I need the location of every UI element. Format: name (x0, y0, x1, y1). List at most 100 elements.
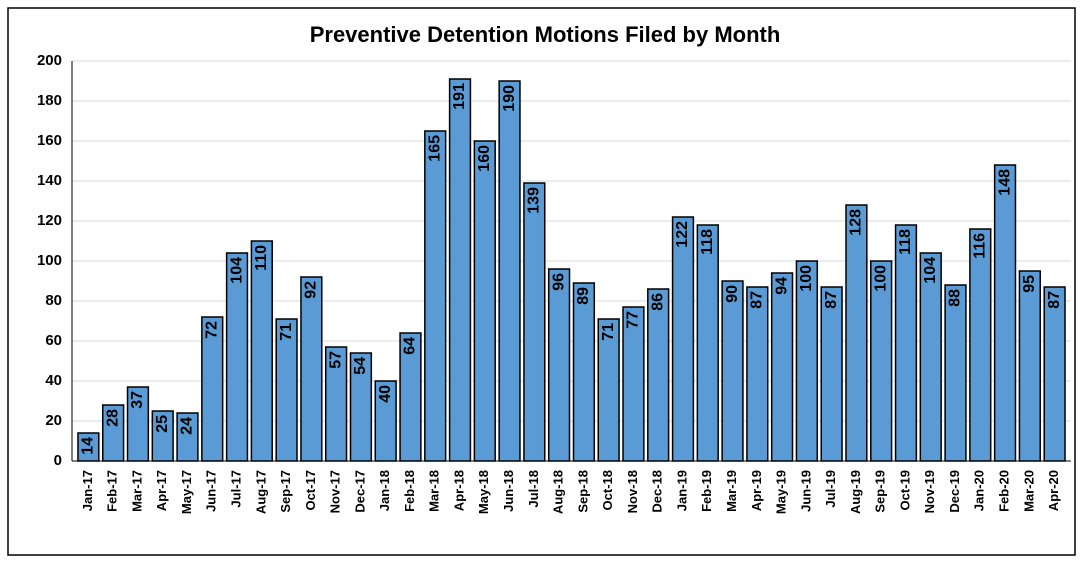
x-tick-label: Mar-20 (1021, 470, 1036, 512)
value-label: 165 (426, 135, 443, 162)
value-label: 100 (872, 265, 889, 292)
x-tick-label: Jan-19 (674, 470, 689, 511)
value-label: 191 (451, 83, 468, 110)
bar (424, 130, 447, 462)
bar (770, 272, 794, 462)
value-label: 24 (179, 417, 196, 435)
x-tick-label: Nov-17 (328, 470, 343, 513)
x-tick-label: May-18 (476, 470, 491, 514)
bar (820, 286, 843, 462)
value-label: 28 (104, 409, 121, 427)
value-label: 92 (303, 281, 320, 299)
value-label: 100 (798, 265, 815, 292)
value-label: 54 (352, 357, 369, 375)
y-tick-label: 100 (37, 252, 62, 269)
y-tick-label: 140 (37, 172, 62, 189)
x-tick-label: Jun-18 (501, 470, 516, 512)
bar (721, 280, 744, 462)
value-label: 104 (228, 257, 245, 284)
value-label: 71 (600, 323, 617, 341)
value-label: 64 (402, 337, 419, 355)
x-tick-label: Mar-17 (129, 470, 144, 512)
x-tick-label: Jan-18 (377, 470, 392, 511)
value-label: 87 (749, 291, 766, 309)
bar (498, 80, 521, 462)
x-tick-label: Oct-17 (303, 470, 318, 510)
y-tick-label: 80 (45, 292, 62, 309)
x-tick-label: Jan-20 (972, 470, 987, 511)
bar (671, 216, 695, 462)
x-tick-label: Sep-17 (278, 470, 293, 513)
chart-title: Preventive Detention Motions Filed by Mo… (310, 22, 781, 47)
x-tick-label: Dec-17 (352, 470, 367, 513)
value-label: 95 (1021, 275, 1038, 293)
value-label: 160 (476, 145, 493, 172)
bar (969, 228, 992, 462)
bar (746, 286, 769, 462)
x-tick-label: Jul-17 (228, 470, 243, 508)
x-tick-label: Dec-19 (947, 470, 962, 513)
x-tick-label: Feb-18 (402, 470, 417, 512)
x-tick-label: Sep-19 (873, 470, 888, 513)
x-tick-label: Feb-19 (699, 470, 714, 512)
x-tick-label: Mar-19 (724, 470, 739, 512)
value-label: 110 (253, 245, 270, 271)
x-tick-label: Aug-17 (253, 470, 268, 514)
x-tick-label: Jun-19 (798, 470, 813, 512)
value-label: 40 (377, 385, 394, 403)
x-tick-label: Feb-17 (105, 470, 120, 512)
x-tick-label: Feb-20 (997, 470, 1012, 512)
x-tick-label: Dec-18 (650, 470, 665, 513)
value-label: 148 (996, 169, 1013, 196)
value-label: 88 (947, 289, 964, 307)
value-label: 118 (897, 229, 914, 255)
x-tick-label: Apr-20 (1046, 470, 1061, 511)
x-tick-label: Jan-17 (80, 470, 95, 511)
x-tick-label: Jul-18 (526, 470, 541, 508)
x-tick-label: Nov-18 (625, 470, 640, 513)
value-label: 139 (526, 187, 543, 214)
value-label: 86 (649, 293, 666, 311)
bar (894, 224, 918, 462)
value-label: 118 (699, 229, 716, 255)
bar (1043, 286, 1066, 462)
x-tick-label: May-19 (774, 470, 789, 514)
bar (1018, 270, 1041, 462)
y-tick-label: 60 (45, 332, 62, 349)
x-tick-label: May-17 (179, 470, 194, 514)
value-label: 89 (575, 287, 592, 305)
bar (547, 268, 571, 462)
x-tick-label: Apr-19 (749, 470, 764, 511)
value-label: 72 (203, 321, 220, 339)
x-tick-label: Oct-19 (897, 470, 912, 510)
x-tick-label: Nov-19 (922, 470, 937, 513)
bar (944, 284, 967, 462)
x-tick-label: Aug-18 (551, 470, 566, 514)
value-label: 128 (848, 209, 865, 236)
y-tick-label: 120 (37, 212, 62, 229)
bar (448, 78, 472, 462)
value-label: 25 (154, 415, 171, 433)
value-label: 94 (773, 277, 790, 295)
value-label: 122 (674, 221, 691, 248)
bar (300, 276, 323, 462)
x-tick-label: Jun-17 (204, 470, 219, 512)
value-label: 104 (922, 257, 939, 284)
bar (993, 164, 1017, 462)
value-label: 71 (278, 323, 295, 341)
value-label: 96 (550, 273, 567, 291)
bar (622, 306, 645, 462)
x-tick-label: Oct-18 (600, 470, 615, 510)
bar (473, 140, 496, 462)
value-label: 90 (724, 285, 741, 303)
y-tick-label: 20 (45, 412, 62, 429)
y-tick-label: 40 (45, 372, 62, 389)
value-label: 116 (972, 233, 989, 259)
y-tick-label: 160 (37, 132, 62, 149)
value-label: 190 (501, 85, 518, 112)
y-tick-label: 200 (37, 52, 62, 69)
y-tick-label: 0 (54, 452, 62, 469)
x-tick-label: Apr-18 (451, 470, 466, 511)
value-label: 87 (1046, 291, 1063, 309)
